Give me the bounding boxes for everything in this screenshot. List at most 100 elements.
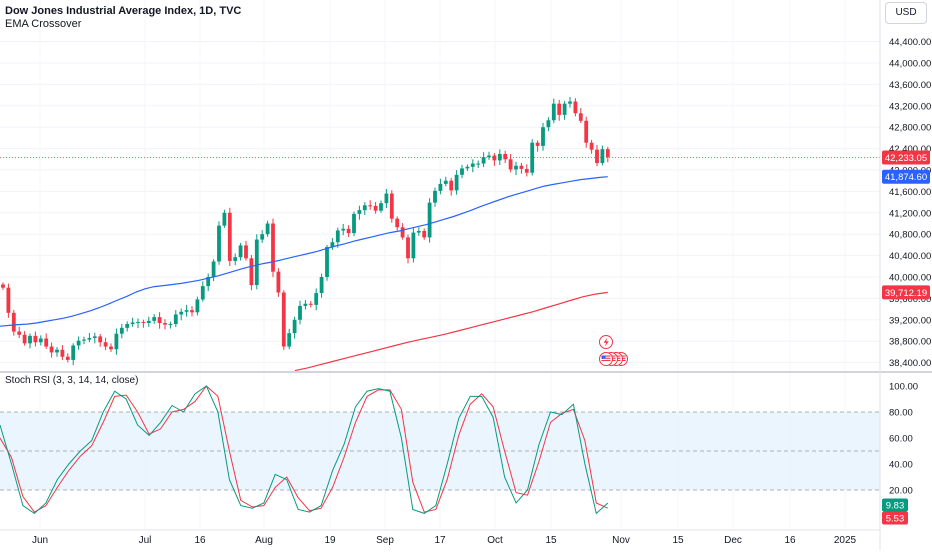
candle-body[interactable] [292,319,297,334]
candle-body[interactable] [184,310,189,312]
candle-body[interactable] [530,142,535,173]
candle-body[interactable] [60,349,65,357]
candle-body[interactable] [1,284,5,288]
candle-body[interactable] [195,299,200,313]
candle-body[interactable] [487,155,491,158]
candle-body[interactable] [287,333,292,347]
candle-body[interactable] [384,193,389,204]
candle-body[interactable] [497,153,502,161]
candle-body[interactable] [130,322,135,325]
candle-body[interactable] [449,180,454,191]
candle-body[interactable] [438,183,443,191]
candle-body[interactable] [49,346,54,353]
candle-body[interactable] [335,230,340,243]
flash-icon[interactable] [599,335,613,349]
candle-body[interactable] [330,242,335,248]
candle-body[interactable] [389,193,394,219]
candle-body[interactable] [470,163,475,167]
candle-body[interactable] [141,321,146,324]
candle-body[interactable] [541,127,545,146]
candle-body[interactable] [476,163,481,165]
candle-body[interactable] [427,202,432,238]
candle-body[interactable] [265,223,270,235]
candle-body[interactable] [562,103,567,115]
candle-body[interactable] [125,324,130,328]
candle-body[interactable] [573,101,578,114]
candle-body[interactable] [416,230,421,233]
candle-body[interactable] [76,340,81,346]
candle-body[interactable] [346,228,351,234]
candle-body[interactable] [222,212,227,226]
candle-body[interactable] [433,190,437,203]
candle-body[interactable] [254,239,259,286]
candle-body[interactable] [71,345,76,360]
candle-body[interactable] [109,346,113,350]
candle-body[interactable] [65,356,70,360]
candle-body[interactable] [303,303,308,306]
candle-body[interactable] [546,120,551,128]
candle-body[interactable] [325,247,329,277]
candle-body[interactable] [22,334,27,344]
candle-body[interactable] [557,103,562,115]
candle-body[interactable] [368,205,373,207]
candle-body[interactable] [308,303,313,305]
candle-body[interactable] [227,212,232,261]
candle-body[interactable] [600,149,605,164]
candle-body[interactable] [206,277,211,287]
candle-body[interactable] [535,142,540,146]
candle-body[interactable] [200,286,205,300]
candle-body[interactable] [379,203,383,211]
candle-body[interactable] [249,258,254,286]
stoch-rsi-label[interactable]: Stoch RSI (3, 3, 14, 14, close) [5,375,139,386]
candle-body[interactable] [352,213,356,234]
candle-body[interactable] [168,324,173,326]
candle-body[interactable] [92,336,97,338]
candle-body[interactable] [281,292,286,347]
currency-button[interactable]: USD [885,2,927,24]
candle-body[interactable] [395,218,400,228]
candle-body[interactable] [357,210,362,214]
candle-body[interactable] [11,312,16,332]
candle-body[interactable] [465,166,470,169]
candle-body[interactable] [233,257,238,261]
candle-body[interactable] [422,230,427,238]
candle-body[interactable] [44,338,49,347]
candle-body[interactable] [217,225,221,262]
candle-body[interactable] [551,103,556,121]
candle-body[interactable] [595,149,599,164]
candle-body[interactable] [578,113,583,121]
candle-body[interactable] [443,180,448,184]
candle-body[interactable] [87,337,92,340]
candle-body[interactable] [119,327,124,334]
candle-body[interactable] [362,205,367,211]
candle-body[interactable] [373,205,378,211]
candle-body[interactable] [481,157,486,164]
candle-body[interactable] [173,314,178,325]
chart-title[interactable]: Dow Jones Industrial Average Index, 1D, … [5,5,242,17]
candle-body[interactable] [341,228,346,231]
candle-body[interactable] [38,338,43,343]
candle-body[interactable] [319,277,324,294]
indicator-name[interactable]: EMA Crossover [5,18,82,30]
candle-body[interactable] [152,317,157,321]
candle-body[interactable] [179,311,184,315]
candle-body[interactable] [508,159,513,170]
candle-body[interactable] [244,245,248,259]
candle-body[interactable] [492,155,497,161]
candle-body[interactable] [460,168,464,175]
candle-body[interactable] [605,149,610,158]
candle-body[interactable] [114,333,119,350]
candle-body[interactable] [238,245,243,258]
candle-body[interactable] [454,174,459,191]
us-flag-icon[interactable] [599,352,628,366]
candle-body[interactable] [146,320,151,324]
candle-body[interactable] [519,165,524,169]
candle-body[interactable] [584,120,589,143]
candle-body[interactable] [6,287,11,313]
candle-body[interactable] [190,310,194,313]
candle-body[interactable] [163,323,167,325]
candle-body[interactable] [82,339,86,341]
candle-body[interactable] [157,317,162,324]
